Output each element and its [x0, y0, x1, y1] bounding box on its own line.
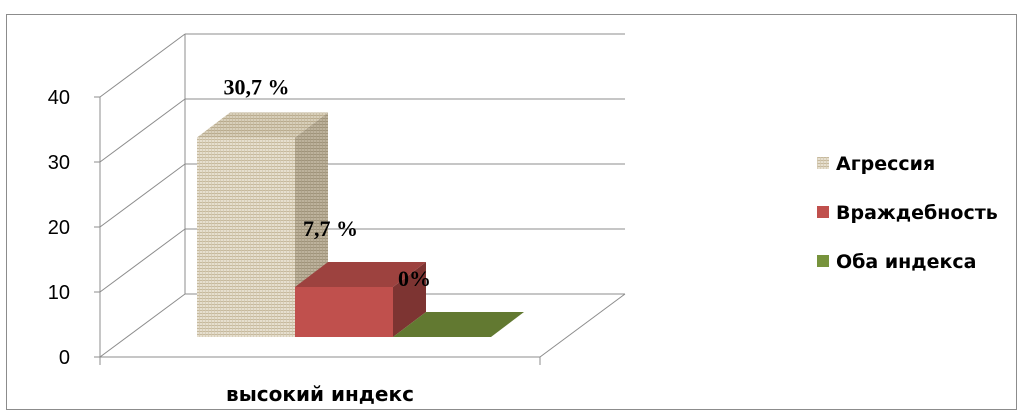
bar-3 — [393, 312, 524, 337]
bar-front-face — [197, 137, 295, 337]
bar-side-face — [393, 261, 426, 337]
y-tick-label: 40 — [48, 87, 70, 109]
bars-layer — [197, 112, 524, 337]
y-tick-label: 30 — [48, 152, 70, 174]
floor-edge — [539, 293, 626, 358]
y-tick-label: 0 — [59, 347, 70, 369]
bar-top-face — [295, 261, 426, 287]
legend-label: Агрессия — [836, 153, 935, 175]
side-gridline — [99, 98, 186, 163]
axis-layer: 0 10 20 30 40 высокий индекс — [48, 87, 541, 406]
side-gridline — [99, 163, 186, 228]
side-gridline — [99, 228, 186, 293]
x-category-label: высокий индекс — [226, 382, 414, 406]
data-label: 0% — [398, 266, 431, 291]
bar-top-face — [393, 312, 524, 337]
bar-front-face — [295, 286, 393, 337]
bar-2 — [295, 261, 426, 337]
data-label: 7,7 % — [303, 216, 358, 241]
legend: Агрессия Враждебность Оба индекса — [817, 153, 998, 273]
legend-label: Враждебность — [836, 202, 998, 224]
legend-swatch — [817, 255, 829, 267]
data-label: 30,7 % — [224, 74, 290, 99]
y-tick-label: 20 — [48, 217, 70, 239]
legend-swatch — [817, 157, 829, 169]
side-gridline — [99, 293, 186, 358]
labels-layer: 30,7 % 7,7 % 0% — [224, 74, 432, 291]
legend-label: Оба индекса — [836, 251, 977, 273]
bar-top-face — [197, 112, 328, 138]
side-gridline — [99, 33, 186, 98]
chart-frame — [6, 14, 1017, 410]
y-tick-label: 10 — [48, 282, 70, 304]
legend-swatch — [817, 206, 829, 218]
